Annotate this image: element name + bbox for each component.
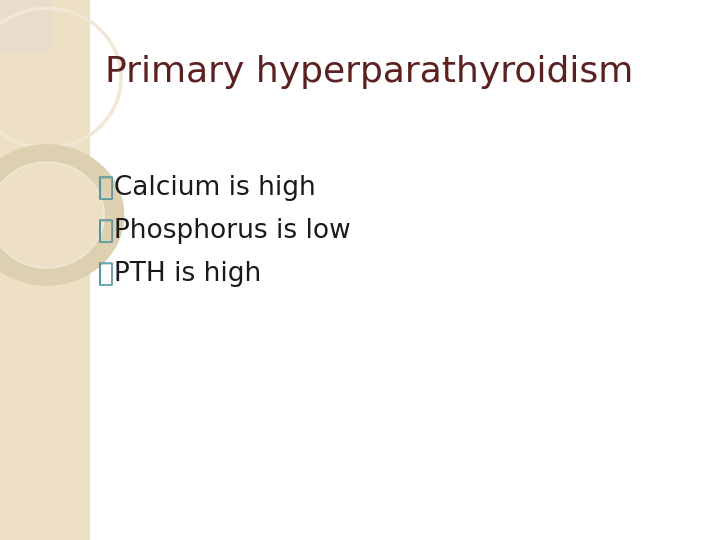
Text: எ: எ bbox=[98, 175, 114, 201]
Text: எPTH is high: எPTH is high bbox=[98, 261, 261, 287]
Text: எCalcium is high: எCalcium is high bbox=[98, 175, 316, 201]
Text: எ: எ bbox=[98, 261, 114, 287]
Text: எPhosphorus is low: எPhosphorus is low bbox=[98, 218, 351, 244]
Bar bbox=[0, 0, 52, 52]
Bar bbox=[0, 0, 90, 540]
Text: Primary hyperparathyroidism: Primary hyperparathyroidism bbox=[105, 55, 634, 89]
Ellipse shape bbox=[0, 145, 123, 285]
Text: எ: எ bbox=[98, 218, 114, 244]
Ellipse shape bbox=[0, 163, 103, 267]
